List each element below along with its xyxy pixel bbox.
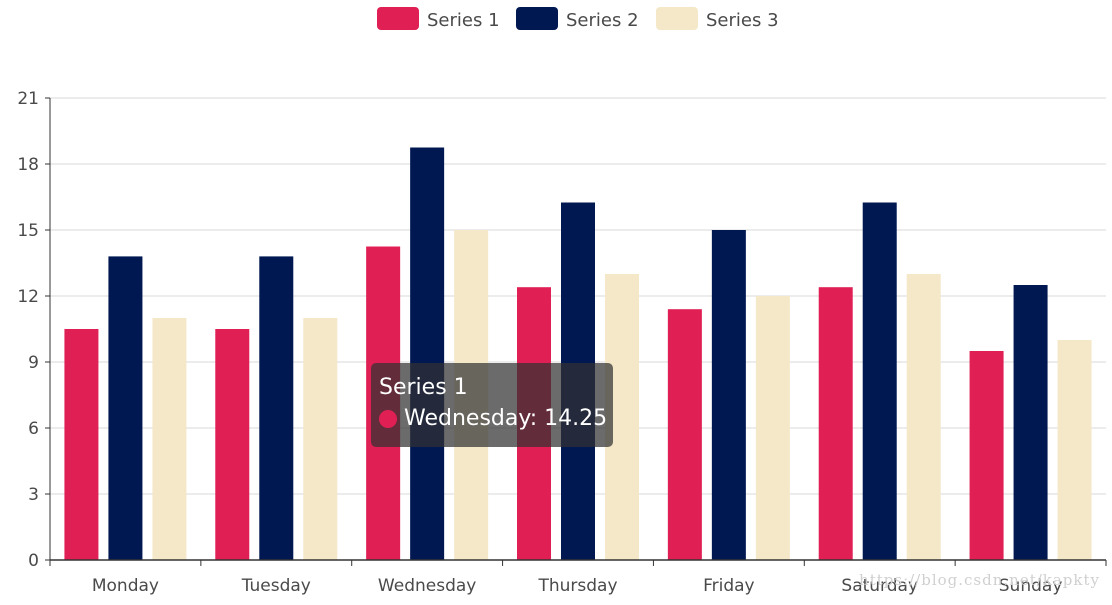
bar-1-tuesday[interactable] [215, 329, 250, 560]
bar-1-friday[interactable] [667, 309, 702, 560]
tooltip-line: Wednesday: 14.25 [379, 403, 608, 435]
bar-2-friday[interactable] [711, 230, 746, 560]
x-tick-label: Thursday [537, 576, 617, 596]
bar-1-sunday[interactable] [969, 351, 1004, 560]
legend: Series 1 Series 2 Series 3 [377, 7, 779, 31]
bar-2-monday[interactable] [108, 256, 143, 560]
legend-label: Series 2 [566, 10, 639, 31]
legend-item-series-2[interactable]: Series 2 [516, 7, 639, 31]
legend-label: Series 3 [706, 10, 779, 31]
watermark: https://blog.csdn.net/kapkty [859, 571, 1100, 589]
x-tick-label: Tuesday [241, 576, 311, 596]
legend-swatch [656, 7, 698, 30]
x-tick-label: Wednesday [378, 576, 476, 596]
tooltip: Series 1 Wednesday: 14.25 [371, 363, 613, 447]
y-tick-label: 3 [28, 485, 39, 505]
bar-3-saturday[interactable] [906, 274, 941, 560]
y-tick-label: 18 [17, 155, 39, 175]
x-tick-label: Friday [703, 576, 755, 596]
bar-3-friday[interactable] [755, 296, 790, 560]
bar-2-saturday[interactable] [862, 202, 897, 561]
tooltip-series-dot [379, 410, 397, 428]
x-tick-label: Saturday [841, 576, 918, 596]
y-tick-label: 15 [17, 221, 39, 241]
bar-2-wednesday[interactable] [410, 147, 445, 561]
bar-2-tuesday[interactable] [259, 256, 294, 560]
bar-3-monday[interactable] [152, 318, 187, 560]
bar-3-tuesday[interactable] [303, 318, 338, 560]
bar-2-sunday[interactable] [1013, 285, 1048, 560]
tooltip-title: Series 1 [379, 375, 468, 400]
x-tick-label: Monday [92, 576, 159, 596]
legend-item-series-1[interactable]: Series 1 [377, 7, 500, 31]
y-tick-label: 0 [28, 551, 39, 571]
x-tick-label: Sunday [999, 576, 1063, 596]
bar-1-monday[interactable] [64, 329, 99, 560]
y-tick-label: 6 [28, 419, 39, 439]
legend-item-series-3[interactable]: Series 3 [656, 7, 779, 31]
legend-label: Series 1 [427, 10, 500, 31]
bar-1-saturday[interactable] [818, 287, 853, 560]
bars [64, 147, 1092, 561]
y-tick-label: 21 [17, 89, 39, 109]
legend-swatch [377, 7, 419, 30]
axes: 0 3 6 9 12 15 18 21 Monday Tuesday Wednesday Thursd… [17, 89, 1107, 596]
bar-3-sunday[interactable] [1057, 340, 1092, 560]
y-tick-label: 12 [17, 287, 39, 307]
y-tick-label: 9 [28, 353, 39, 373]
tooltip-value: Wednesday: 14.25 [404, 406, 608, 431]
legend-swatch [516, 7, 558, 30]
